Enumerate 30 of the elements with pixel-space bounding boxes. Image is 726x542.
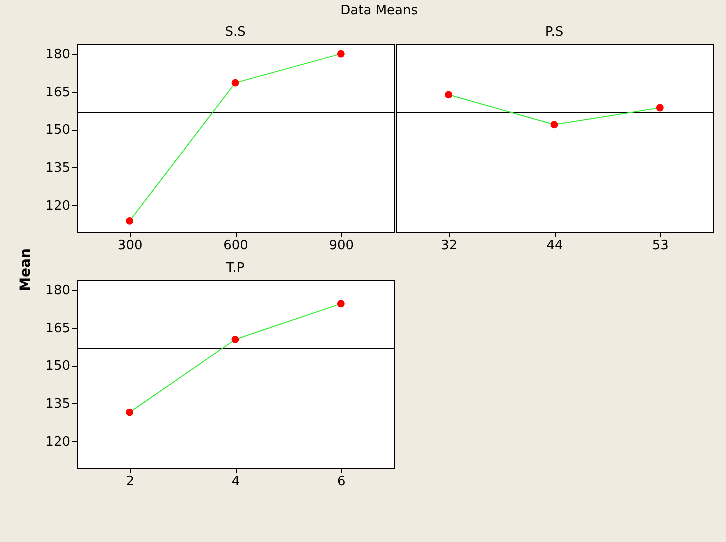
y-axis-title: Mean (18, 248, 34, 294)
x-tick-label: 2 (126, 474, 134, 490)
y-tick-label: 165 (46, 321, 70, 336)
x-tick-label: 6 (338, 474, 346, 490)
x-tick-label: 900 (329, 238, 354, 254)
y-tick-label: 165 (46, 85, 70, 100)
point (337, 50, 345, 58)
point (126, 217, 134, 225)
point (232, 336, 240, 344)
x-tick-label: 32 (441, 238, 458, 254)
x-tick-label: 600 (224, 238, 248, 254)
y-tick-label: 150 (46, 359, 70, 374)
x-tick-label: 44 (546, 238, 564, 254)
y-tick-label: 180 (46, 284, 70, 299)
point (337, 300, 345, 308)
y-tick-label: 120 (46, 198, 70, 214)
y-tick-label: 135 (46, 160, 70, 176)
chart-title: P.S (545, 25, 564, 40)
text: Data Means (340, 4, 418, 18)
point (232, 79, 240, 87)
x-tick-label: 53 (652, 238, 669, 254)
x-tick-label: 300 (118, 238, 143, 254)
y-tick-label: 135 (46, 396, 70, 412)
y-tick-label: 120 (46, 434, 70, 450)
y-tick-label: 180 (46, 48, 70, 63)
chart-title: T.P (225, 261, 245, 276)
x-tick-label: 4 (232, 474, 240, 490)
chart-title: S.S (225, 25, 246, 40)
point (126, 408, 134, 416)
y-tick-label: 150 (46, 123, 70, 138)
